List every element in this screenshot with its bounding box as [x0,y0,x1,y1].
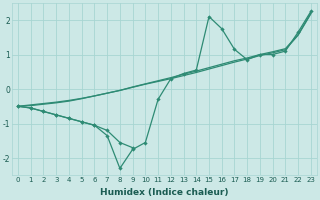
X-axis label: Humidex (Indice chaleur): Humidex (Indice chaleur) [100,188,229,197]
